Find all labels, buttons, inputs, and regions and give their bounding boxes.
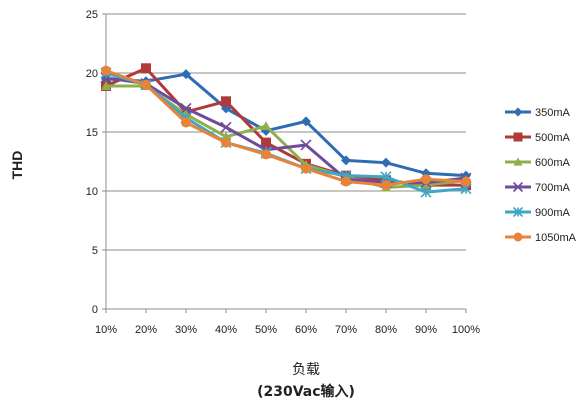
series-350mA: [101, 69, 471, 181]
data-point: [420, 186, 432, 198]
x-axis-label: 负载: [292, 362, 320, 378]
data-point: [381, 180, 391, 191]
data-point: [421, 174, 431, 185]
legend-label: 600mA: [535, 157, 571, 169]
data-point: [220, 121, 232, 133]
x-tick-label: 30%: [175, 324, 197, 336]
legend-item: 500mA: [505, 132, 571, 144]
legend-label: 900mA: [535, 207, 571, 219]
data-point: [181, 69, 191, 80]
y-tick-label: 20: [86, 68, 98, 80]
series-600mA: [101, 80, 471, 192]
x-tick-label: 100%: [452, 324, 480, 336]
legend-item: 700mA: [505, 181, 571, 194]
x-tick-label: 90%: [415, 324, 437, 336]
data-point: [513, 107, 523, 117]
series-line: [105, 69, 467, 187]
data-point: [101, 65, 111, 76]
series-1050mA: [101, 65, 471, 191]
series-line: [106, 84, 467, 189]
legend-label: 350mA: [535, 107, 571, 119]
grid-lines: [106, 13, 466, 251]
data-point: [513, 232, 523, 242]
data-point: [461, 176, 471, 187]
series-900mA: [100, 67, 472, 198]
data-point: [141, 63, 151, 74]
x-tick-label: 50%: [255, 324, 277, 336]
x-tick-label: 10%: [95, 324, 117, 336]
data-point: [180, 102, 192, 114]
data-point: [341, 176, 351, 187]
data-point: [301, 116, 311, 127]
data-point: [341, 155, 351, 166]
legend: 350mA 500mA 600mA 700mA 900mA 1050mA: [505, 107, 577, 244]
legend-label: 500mA: [535, 132, 571, 144]
series-group: [100, 63, 472, 198]
y-tick-label: 25: [86, 9, 98, 21]
legend-label: 700mA: [535, 182, 571, 194]
data-point: [512, 181, 524, 193]
y-tick-label: 10: [86, 186, 98, 198]
y-tick-label: 5: [92, 245, 98, 257]
data-point: [301, 163, 311, 174]
x-tick-label: 70%: [335, 324, 357, 336]
axes: [102, 13, 467, 313]
series-line: [105, 72, 467, 178]
series-line: [105, 76, 467, 185]
legend-label: 1050mA: [535, 232, 577, 244]
x-tick-label: 20%: [135, 324, 157, 336]
y-axis-label: THD: [9, 151, 25, 180]
data-point: [101, 80, 111, 90]
legend-item: 1050mA: [505, 232, 577, 244]
legend-item: 350mA: [505, 107, 571, 119]
data-point: [512, 206, 524, 218]
y-tick-label: 0: [92, 304, 98, 316]
data-point: [513, 132, 523, 142]
data-point: [381, 157, 391, 168]
legend-item: 900mA: [505, 206, 571, 219]
x-tick-label: 60%: [295, 324, 317, 336]
data-point: [300, 139, 312, 151]
data-point: [141, 79, 151, 90]
x-axis-sublabel: (230Vac输入): [257, 383, 355, 400]
y-tick-labels: 0 5 10 15 20 25: [86, 9, 98, 316]
x-tick-label: 80%: [375, 324, 397, 336]
data-point: [261, 149, 271, 160]
y-tick-label: 15: [86, 127, 98, 139]
x-tick-label: 40%: [215, 324, 237, 336]
data-point: [181, 117, 191, 128]
data-point: [221, 96, 231, 107]
x-tick-labels: 10% 20% 30% 40% 50% 60% 70% 80% 90% 100%: [95, 324, 480, 336]
data-point: [221, 137, 231, 148]
data-point: [513, 157, 523, 166]
data-point: [421, 180, 431, 190]
legend-item: 600mA: [505, 157, 571, 169]
data-point: [261, 121, 271, 131]
data-point: [261, 137, 271, 148]
